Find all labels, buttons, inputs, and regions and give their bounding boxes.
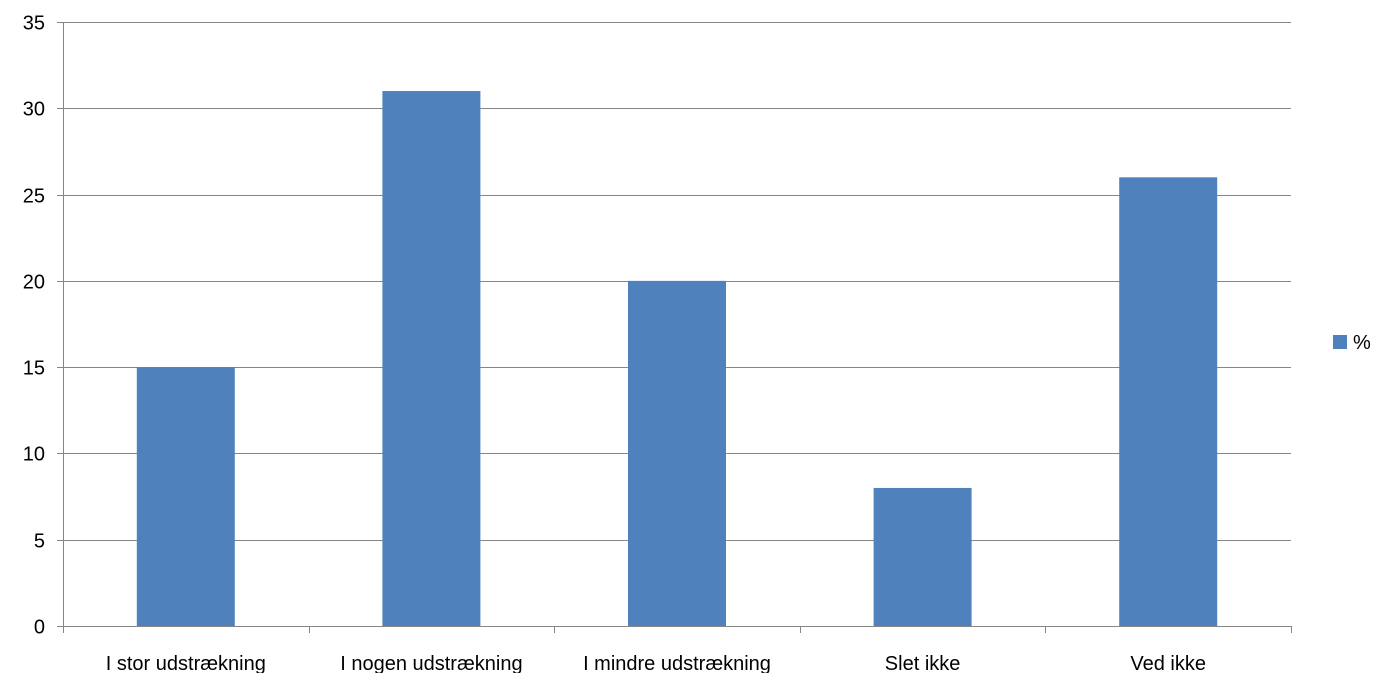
y-tick-label: 15 xyxy=(23,358,45,380)
bar xyxy=(628,280,726,626)
bars xyxy=(136,91,1218,627)
legend-swatch xyxy=(1333,335,1347,349)
bar xyxy=(382,91,481,627)
legend-label: % xyxy=(1353,332,1371,354)
y-tick-label: 10 xyxy=(23,444,45,466)
bar xyxy=(136,367,235,626)
y-tick-label: 30 xyxy=(23,99,45,121)
axes xyxy=(57,22,1292,633)
x-tick-label: I nogen udstrækning xyxy=(340,653,522,673)
bar xyxy=(1119,177,1218,627)
y-tick-label: 20 xyxy=(23,272,45,294)
x-tick-label: Ved ikke xyxy=(1130,653,1206,673)
x-tick-label: Slet ikke xyxy=(885,653,961,673)
x-tick-labels: I stor udstrækning I nogen udstrækning I m… xyxy=(106,653,1206,673)
y-tick-label: 5 xyxy=(34,531,45,553)
bar xyxy=(873,487,972,626)
x-tick-label: I mindre udstrækning xyxy=(583,653,771,673)
y-tick-label: 0 xyxy=(34,617,45,639)
y-tick-label: 25 xyxy=(23,186,45,208)
y-tick-label: 35 xyxy=(23,13,45,35)
y-tick-labels: 0 5 10 15 20 25 30 35 xyxy=(23,13,45,639)
legend: % xyxy=(1333,332,1371,354)
x-tick-label: I stor udstrækning xyxy=(106,653,266,673)
